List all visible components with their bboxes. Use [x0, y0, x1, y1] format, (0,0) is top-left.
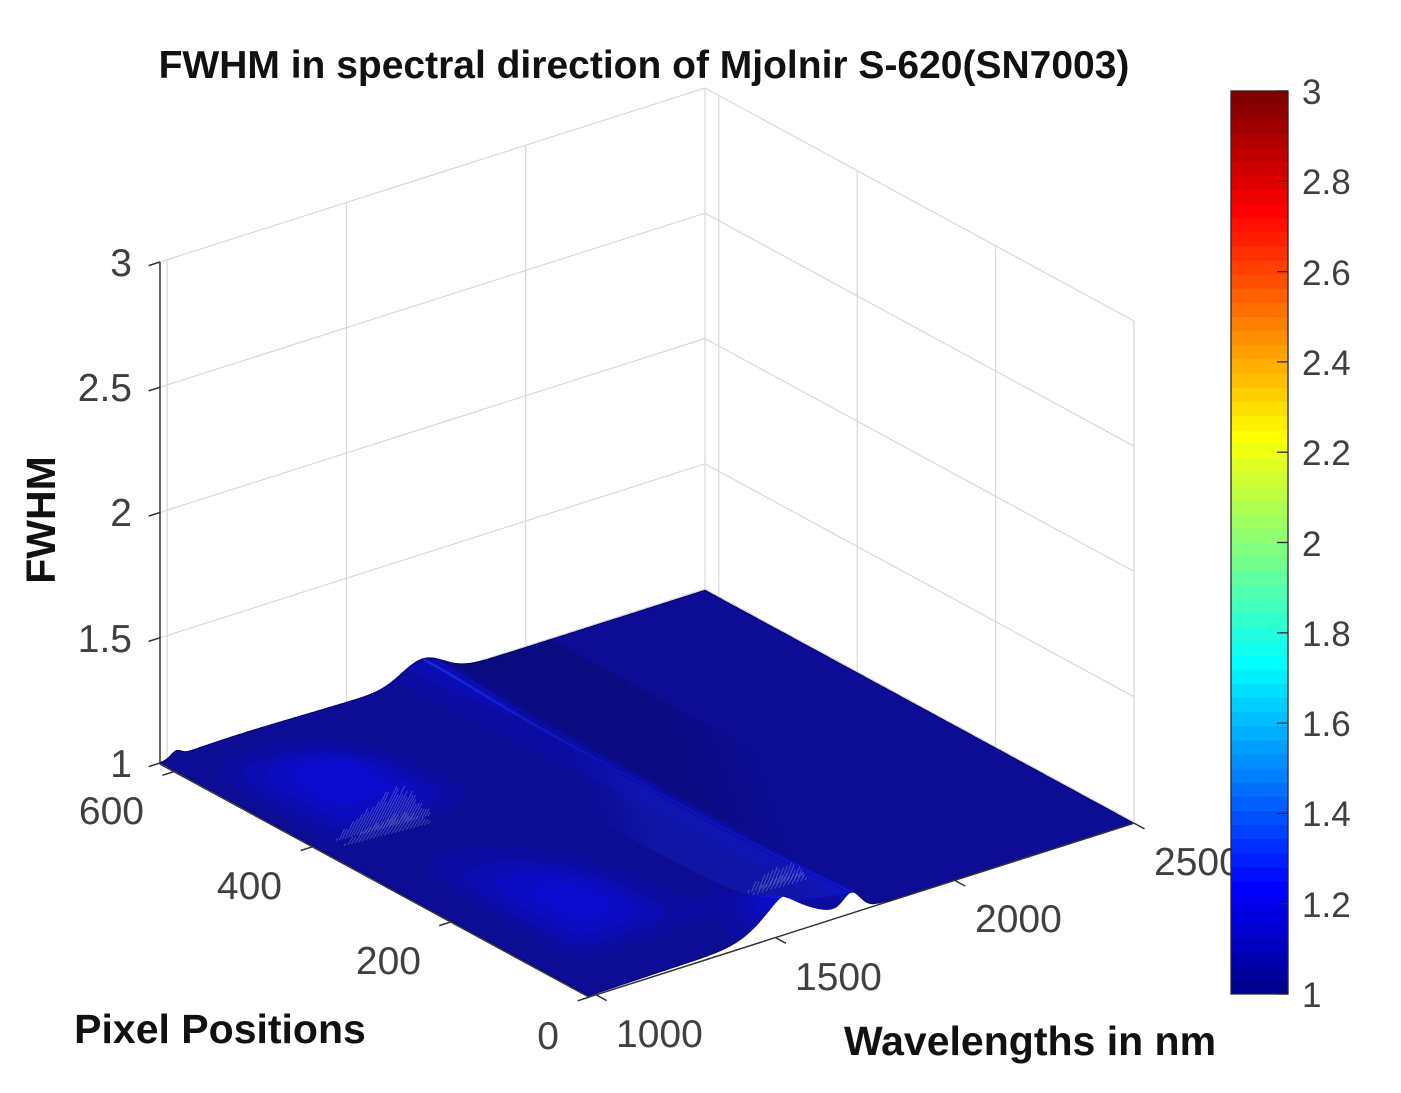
svg-text:1.8: 1.8	[1302, 615, 1351, 654]
svg-text:2500: 2500	[1154, 841, 1241, 884]
svg-text:1.4: 1.4	[1302, 795, 1351, 834]
svg-text:FWHM: FWHM	[18, 456, 64, 584]
svg-text:1: 1	[1302, 976, 1321, 1015]
svg-text:2.5: 2.5	[78, 367, 132, 410]
svg-text:1.5: 1.5	[78, 618, 132, 661]
svg-text:1500: 1500	[795, 956, 882, 999]
svg-text:600: 600	[79, 790, 144, 833]
svg-text:2: 2	[1302, 525, 1321, 564]
svg-text:Pixel Positions: Pixel Positions	[74, 1006, 366, 1052]
svg-text:1.2: 1.2	[1302, 886, 1351, 925]
svg-text:200: 200	[356, 940, 421, 983]
svg-text:2.8: 2.8	[1302, 163, 1351, 202]
svg-text:Wavelengths in nm: Wavelengths in nm	[844, 1018, 1216, 1064]
svg-text:FWHM in spectral direction of: FWHM in spectral direction of Mjolnir S-…	[159, 44, 1130, 87]
svg-text:2.2: 2.2	[1302, 434, 1351, 473]
svg-text:1.6: 1.6	[1302, 705, 1351, 744]
svg-text:1: 1	[110, 743, 132, 786]
svg-text:3: 3	[1302, 73, 1321, 112]
svg-text:3: 3	[110, 242, 132, 285]
svg-text:2.6: 2.6	[1302, 254, 1351, 293]
svg-text:2.4: 2.4	[1302, 344, 1351, 383]
svg-text:2000: 2000	[975, 898, 1062, 941]
svg-text:400: 400	[217, 865, 282, 908]
svg-text:2: 2	[110, 492, 132, 535]
svg-text:1000: 1000	[616, 1013, 703, 1056]
svg-text:0: 0	[537, 1015, 559, 1058]
